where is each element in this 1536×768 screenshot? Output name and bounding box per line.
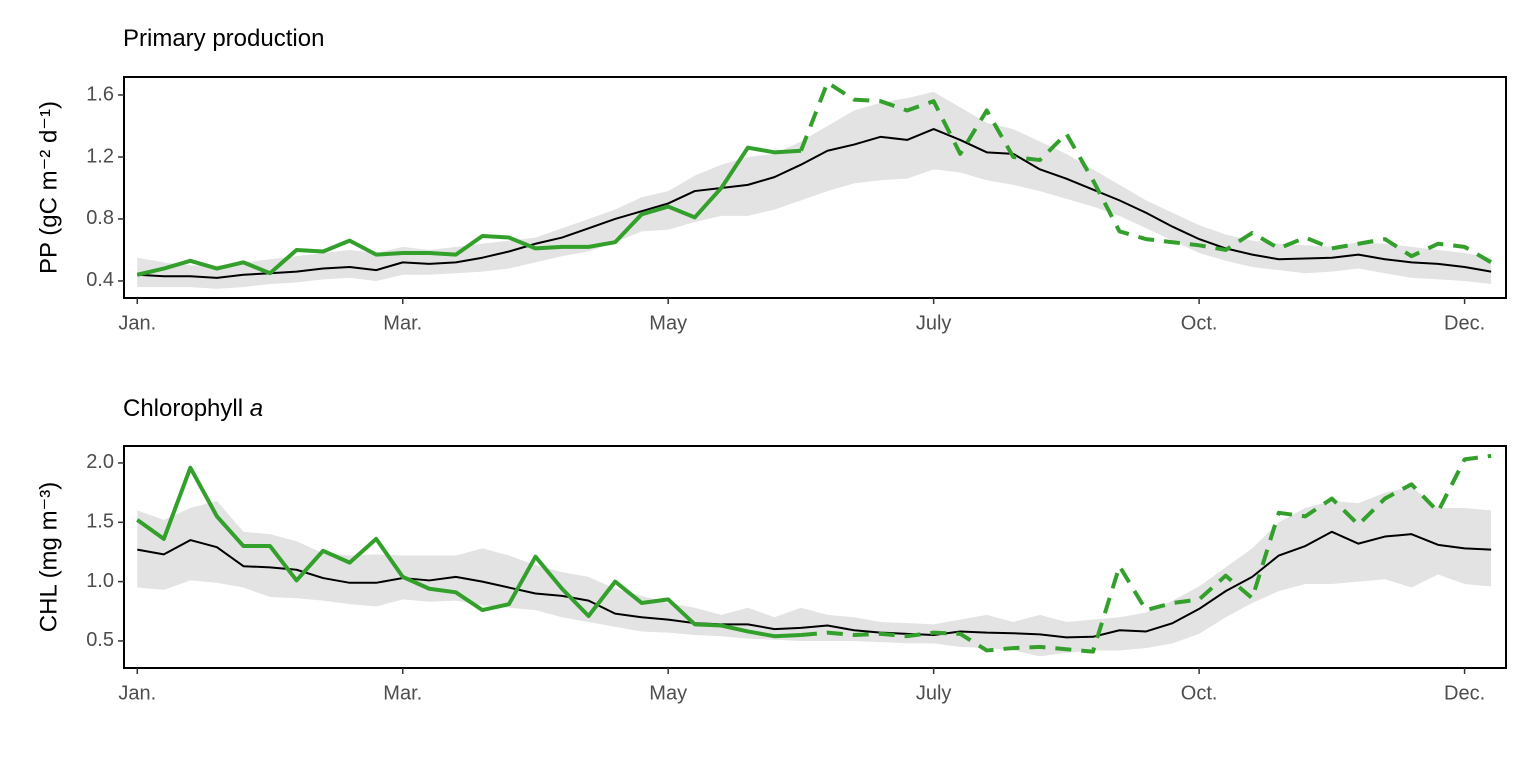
y-tick-label: 2.0 — [86, 451, 114, 473]
series-line — [137, 530, 1492, 639]
x-tick-label: Mar. — [383, 312, 422, 334]
panel-title: Chlorophyll a — [123, 395, 263, 422]
x-tick-label: Oct. — [1181, 682, 1218, 704]
x-tick-label: Jan. — [118, 312, 156, 334]
panel-title: Primary production — [123, 25, 324, 52]
x-tick-label: Oct. — [1181, 312, 1218, 334]
plot-frame — [123, 445, 1507, 669]
title-text: Primary production — [123, 25, 324, 52]
panel: Primary production PP (gC m⁻² d⁻¹) 0.4 0.8 1… — [35, 25, 1507, 334]
y-tick-label: 1.5 — [86, 511, 114, 533]
x-tick-label: July — [916, 312, 952, 334]
plot-area — [136, 453, 1492, 657]
series-line — [799, 80, 1493, 265]
x-tick-label: Dec. — [1444, 312, 1485, 334]
series-line — [800, 453, 1492, 654]
y-axis-label: PP (gC m⁻² d⁻¹) — [35, 101, 62, 274]
panel: Chlorophyll a CHL (mg m⁻³) 0.5 1.0 1.5 2.0 Jan… — [35, 395, 1507, 704]
series-line — [136, 465, 802, 639]
x-tick-label: Dec. — [1444, 682, 1485, 704]
x-tick-label: July — [916, 682, 952, 704]
y-tick-label: 0.4 — [86, 269, 114, 291]
y-tick-label: 1.6 — [86, 83, 114, 105]
title-text: Chlorophyll — [123, 395, 243, 422]
y-tick-label: 1.0 — [86, 570, 114, 592]
series-line — [136, 145, 802, 277]
x-tick-label: May — [649, 682, 687, 704]
plot-area — [136, 80, 1493, 289]
range-band — [137, 486, 1492, 657]
x-tick-label: May — [649, 312, 687, 334]
range-band — [137, 91, 1492, 289]
x-tick-label: Jan. — [118, 682, 156, 704]
series-line — [137, 128, 1492, 279]
title-italic: a — [250, 395, 263, 422]
x-tick-label: Mar. — [383, 682, 422, 704]
y-tick-label: 0.8 — [86, 207, 114, 229]
y-tick-label: 1.2 — [86, 145, 114, 167]
y-tick-label: 0.5 — [86, 629, 114, 651]
plot-frame — [123, 76, 1507, 299]
y-axis-label: CHL (mg m⁻³) — [35, 482, 62, 632]
